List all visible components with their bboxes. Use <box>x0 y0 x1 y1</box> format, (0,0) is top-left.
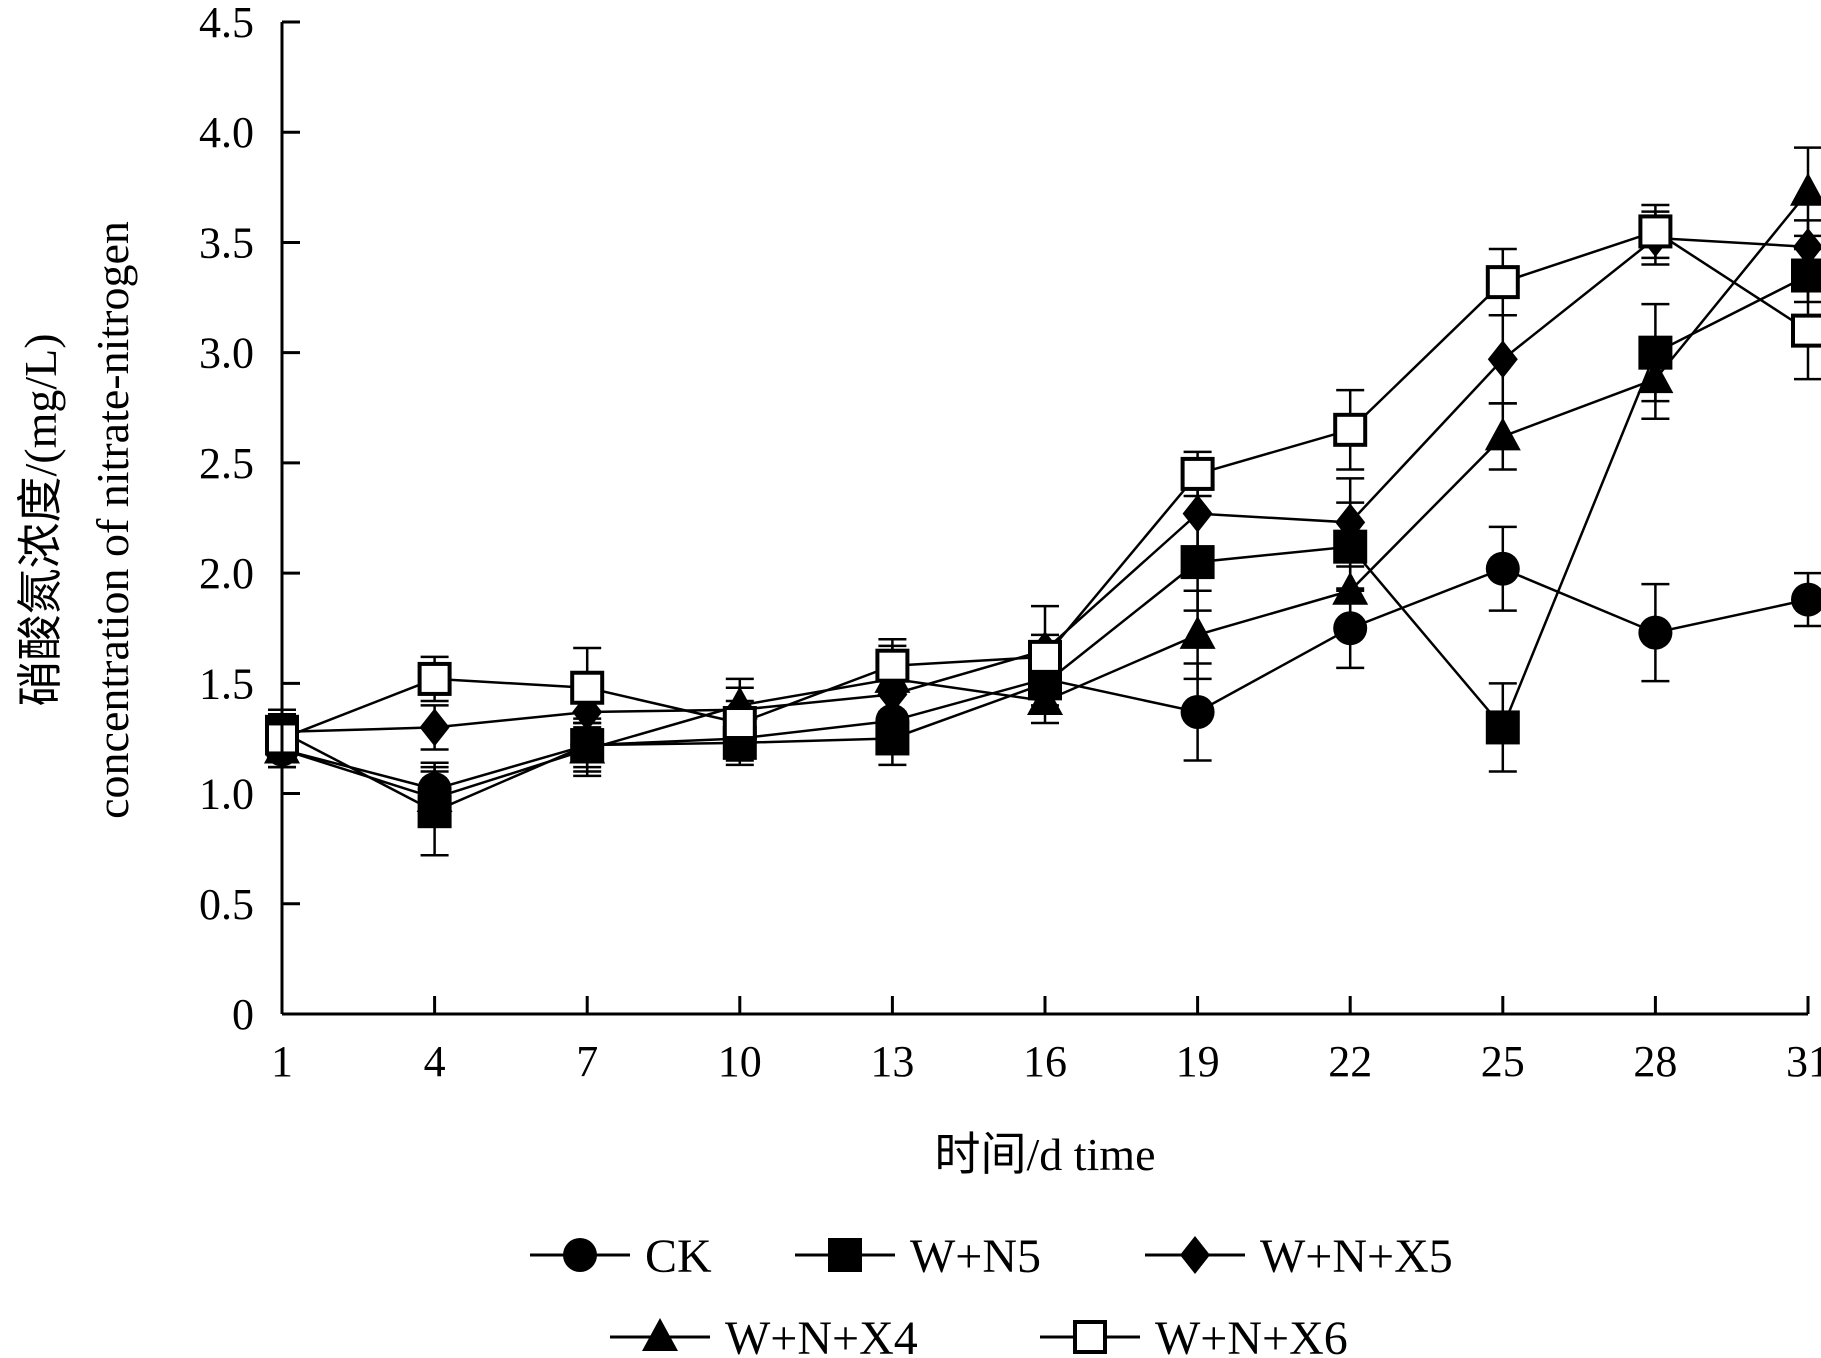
data-point-w-n-x4 <box>569 730 606 764</box>
y-ticks: 0 0.5 1.0 1.5 2.0 2.5 3.0 3.5 4.0 4.5 <box>199 0 300 1039</box>
x-tick-label: 1 <box>271 1037 293 1086</box>
data-point-w-n5 <box>1485 710 1520 745</box>
x-tick-label: 16 <box>1023 1037 1067 1086</box>
data-point-w-n-x5 <box>419 708 450 747</box>
data-point-w-n-x5 <box>1793 227 1821 266</box>
x-tick-label: 19 <box>1176 1037 1220 1086</box>
x-ticks: 1 4 7 10 13 16 19 22 25 28 31 <box>271 996 1821 1086</box>
data-point-w-n-x6 <box>570 670 605 705</box>
data-point-w-n-x4 <box>416 778 453 812</box>
legend-label: W+N+X6 <box>1155 1312 1348 1358</box>
data-point-w-n-x6 <box>1180 456 1215 491</box>
y-tick-label: 2.0 <box>199 549 254 598</box>
data-point-w-n-x6 <box>875 648 910 683</box>
legend-label: W+N5 <box>910 1230 1041 1283</box>
legend-item-w-n-x4: W+N+X4 <box>610 1312 918 1358</box>
y-tick-label: 2.5 <box>199 439 254 488</box>
legend-label: W+N+X4 <box>725 1312 918 1358</box>
legend-marker <box>563 1238 597 1272</box>
y-tick-label: 3.5 <box>199 218 254 267</box>
data-point-w-n-x6 <box>1028 639 1062 674</box>
y-axis-title-line1: 硝酸氮浓度/(mg/L) <box>15 333 66 706</box>
x-tick-label: 7 <box>576 1037 598 1086</box>
y-tick-label: 1.0 <box>199 770 254 819</box>
legend-marker <box>642 1318 678 1351</box>
y-tick-label: 4.5 <box>199 0 254 47</box>
legend-item-w-n-x6: W+N+X6 <box>1040 1312 1348 1358</box>
legend-label: CK <box>645 1230 712 1283</box>
legend-item-w-n-x5: W+N+X5 <box>1145 1230 1453 1283</box>
data-point-w-n5 <box>1791 258 1821 293</box>
series-line-w-n5 <box>281 274 1809 813</box>
x-tick-label: 13 <box>870 1037 914 1086</box>
series-markers <box>264 172 1821 829</box>
legend-marker <box>1073 1320 1107 1354</box>
data-point-w-n-x5 <box>1182 494 1213 533</box>
y-tick-label: 0 <box>232 990 254 1039</box>
data-point-ck <box>1333 611 1368 646</box>
data-point-w-n-x6 <box>722 706 757 741</box>
data-point-ck <box>1791 582 1821 617</box>
legend-label: W+N+X5 <box>1260 1230 1453 1283</box>
x-tick-label: 22 <box>1328 1037 1372 1086</box>
data-point-w-n-x6 <box>1485 265 1520 300</box>
y-axis-title-line2: concentration of nitrate-nitrogen <box>87 221 138 819</box>
x-axis-title: 时间/d time <box>934 1129 1155 1180</box>
data-point-w-n-x4 <box>1484 417 1521 451</box>
data-point-w-n-x6 <box>1333 412 1368 447</box>
data-point-w-n-x6 <box>1638 214 1673 249</box>
data-point-w-n-x5 <box>1335 503 1366 542</box>
data-point-w-n-x6 <box>1791 313 1821 348</box>
y-tick-label: 3.0 <box>199 329 254 378</box>
data-point-w-n-x4 <box>1027 681 1063 715</box>
legend-marker <box>828 1238 862 1272</box>
data-point-w-n5 <box>875 721 910 756</box>
data-point-w-n-x6 <box>417 661 452 696</box>
y-tick-label: 4.0 <box>199 108 254 157</box>
legend-item-w-n5: W+N5 <box>795 1230 1041 1283</box>
x-tick-label: 4 <box>424 1037 446 1086</box>
y-tick-label: 1.5 <box>199 659 254 708</box>
data-point-w-n-x4 <box>1179 615 1216 649</box>
data-point-w-n-x4 <box>1790 172 1821 206</box>
legend-item-ck: CK <box>530 1230 712 1283</box>
legend: CK W+N5 W+N+X5 W+N+X4 W+N+X6 <box>530 1230 1453 1358</box>
x-tick-label: 25 <box>1481 1037 1525 1086</box>
legend-marker <box>1180 1236 1210 1274</box>
x-tick-label: 28 <box>1633 1037 1677 1086</box>
x-tick-label: 31 <box>1786 1037 1821 1086</box>
data-point-ck <box>1485 551 1520 586</box>
x-tick-label: 10 <box>718 1037 762 1086</box>
data-point-w-n-x4 <box>1637 360 1674 394</box>
data-point-w-n5 <box>1180 545 1215 580</box>
data-point-ck <box>1638 615 1673 650</box>
data-point-w-n-x5 <box>1487 340 1518 379</box>
data-point-ck <box>1180 694 1215 729</box>
data-point-w-n-x4 <box>1332 571 1369 605</box>
y-tick-label: 0.5 <box>199 880 254 929</box>
